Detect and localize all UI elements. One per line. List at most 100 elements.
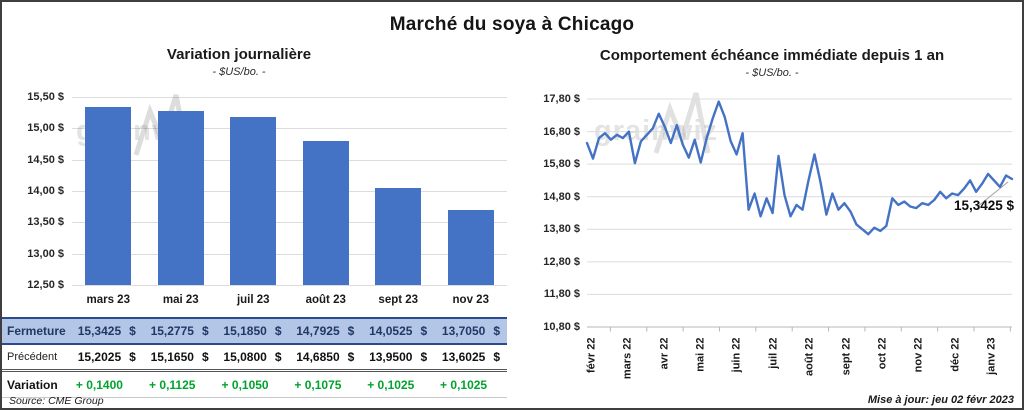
- cell-value: 15,2025: [77, 350, 122, 364]
- x-tick-label: déc 22: [949, 337, 962, 372]
- cell-currency: $: [347, 324, 355, 338]
- x-tick-label: mars 22: [621, 337, 634, 380]
- row-label: Fermeture: [7, 324, 66, 338]
- annotation-leader-line: [976, 181, 1009, 208]
- x-tick-label: févr 22: [585, 337, 598, 373]
- x-tick-label: oct 22: [876, 337, 889, 370]
- table-cell: + 0,1025: [361, 378, 434, 392]
- table-cell: + 0,1050: [216, 378, 289, 392]
- bar-juil 23: [230, 116, 277, 285]
- page-title: Marché du soya à Chicago: [389, 14, 635, 35]
- table-cell: + 0,1025: [434, 378, 507, 392]
- y-tick-label: 14,50 $: [27, 153, 64, 166]
- cell-value: + 0,1125: [149, 377, 196, 392]
- cell-value: + 0,1075: [294, 377, 342, 392]
- cell-value: 15,1850: [223, 324, 267, 338]
- table-cell: 15,1850 $: [216, 324, 289, 338]
- y-tick-label: 15,80 $: [543, 158, 580, 171]
- table-cell: 15,1650 $: [143, 350, 216, 364]
- y-tick-label: 12,80 $: [543, 255, 580, 268]
- y-tick-label: 15,50 $: [27, 91, 64, 103]
- line-chart-svg: [585, 98, 1014, 332]
- y-tick-label: 14,00 $: [27, 185, 64, 197]
- table-cell: 14,0525 $: [361, 324, 434, 338]
- cell-value: 15,2775: [150, 324, 194, 338]
- table-cell: 13,7050 $: [434, 324, 507, 338]
- bar-x-label: juil 23: [236, 294, 270, 306]
- x-tick-label: mai 22: [694, 337, 707, 372]
- cell-value: 15,1650: [150, 350, 194, 364]
- y-tick-label: 12,50 $: [27, 279, 64, 291]
- table-cell: + 0,1125: [143, 378, 216, 392]
- cell-value: 15,3425: [77, 324, 122, 338]
- cell-value: + 0,1400: [75, 377, 123, 392]
- price-line: [585, 100, 1014, 236]
- gridline: [72, 222, 507, 224]
- table-cell: 14,7925 $: [289, 324, 362, 338]
- bar-x-label: sept 23: [378, 294, 419, 306]
- bar-chart-subtitle: - $US/bo. -: [212, 66, 266, 78]
- gridline: [72, 191, 507, 192]
- x-tick-label: août 22: [803, 337, 816, 377]
- update-date: Mise à jour: jeu 02 févr 2023: [867, 394, 1014, 406]
- x-tick-label: sept 22: [840, 337, 853, 376]
- bar-mars 23: [85, 106, 132, 285]
- cell-currency: $: [347, 350, 355, 364]
- cell-value: 14,7925: [296, 324, 340, 338]
- table-cell: + 0,1075: [289, 378, 362, 392]
- x-tick-label: juil 22: [767, 337, 780, 369]
- cell-currency: $: [129, 350, 136, 364]
- gridline: [72, 159, 507, 161]
- line-chart-title: Comportement échéance immédiate depuis 1…: [599, 47, 945, 64]
- cell-value: 14,0525: [369, 324, 413, 338]
- cell-value: + 0,1025: [440, 377, 488, 392]
- bar-x-label: mars 23: [86, 294, 130, 306]
- bar-chart-title: Variation journalière: [166, 46, 312, 63]
- table-cell: 13,9500 $: [361, 350, 434, 364]
- y-tick-label: 13,00 $: [27, 247, 64, 260]
- cell-currency: $: [493, 324, 500, 338]
- bar-août 23: [302, 141, 349, 285]
- bar-x-label: août 23: [305, 294, 346, 306]
- cell-currency: $: [274, 324, 282, 338]
- cell-value: + 0,1025: [367, 377, 415, 392]
- cell-currency: $: [493, 350, 500, 364]
- line-chart-subtitle: - $US/bo. -: [745, 67, 799, 79]
- cell-currency: $: [201, 350, 209, 364]
- row-label: Précédent: [7, 351, 58, 363]
- bar-chart-plot-area: [72, 97, 507, 286]
- cell-currency: $: [201, 324, 209, 338]
- last-price-annotation: 15,3425 $: [953, 198, 1014, 213]
- cell-value: 13,6025: [441, 350, 486, 364]
- bar-nov 23: [447, 209, 494, 285]
- table-cell: 15,0800 $: [216, 350, 289, 364]
- cell-value: + 0,1050: [221, 377, 269, 392]
- cell-value: 15,0800: [223, 350, 267, 364]
- bar-mai 23: [157, 110, 204, 285]
- x-tick-label: janv 23: [985, 337, 998, 375]
- y-tick-label: 15,00 $: [27, 122, 64, 135]
- y-tick-label: 10,80 $: [543, 320, 580, 333]
- table-cell: 13,6025 $: [434, 350, 507, 364]
- row-label: Variation: [7, 377, 58, 392]
- gridline: [72, 128, 507, 130]
- x-tick-label: nov 22: [912, 337, 925, 373]
- table-cell: + 0,1400: [70, 378, 143, 392]
- y-tick-label: 13,80 $: [543, 223, 580, 236]
- cell-value: 14,6850: [296, 350, 340, 364]
- x-tick-label: avr 22: [658, 337, 671, 370]
- y-tick-label: 17,80 $: [543, 93, 580, 105]
- gridline: [72, 97, 507, 98]
- cell-currency: $: [420, 324, 428, 338]
- quotes-table: Fermeture 15,3425 $15,2775 $15,1850 $14,7925…: [2, 317, 507, 398]
- cell-currency: $: [420, 350, 428, 364]
- y-tick-label: 14,80 $: [543, 190, 580, 203]
- cell-value: 13,7050: [441, 324, 486, 338]
- cell-currency: $: [129, 324, 136, 338]
- y-tick-label: 16,80 $: [543, 125, 580, 138]
- table-row-variation: Variation + 0,1400 + 0,1125 + 0,1050 + 0,107…: [2, 369, 507, 398]
- cell-value: 13,9500: [369, 350, 413, 364]
- table-cell: 15,2025 $: [70, 350, 143, 364]
- bar-x-label: mai 23: [162, 294, 199, 306]
